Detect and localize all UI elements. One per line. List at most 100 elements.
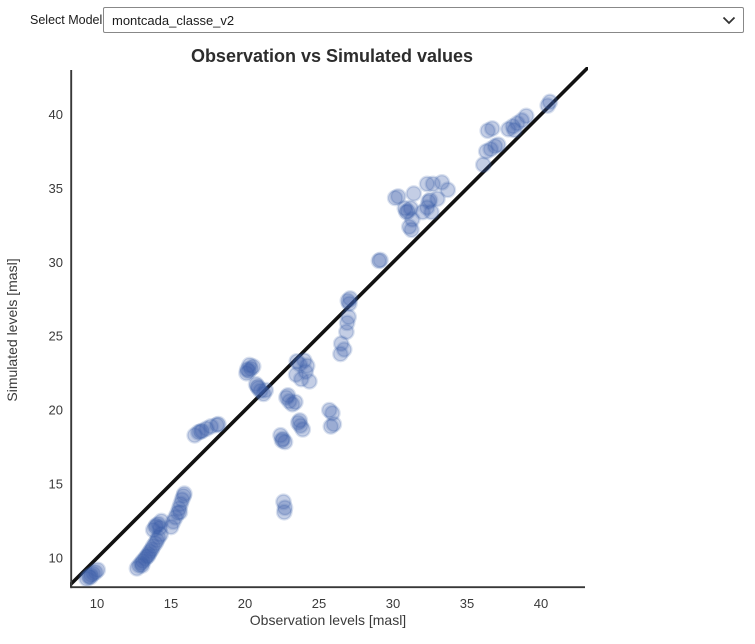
- scatter-point: [341, 290, 359, 307]
- scatter-point: [483, 120, 501, 137]
- scatter-point: [338, 323, 355, 341]
- scatter-point: [78, 570, 96, 588]
- scatter-point: [372, 251, 389, 269]
- scatter-point: [87, 563, 104, 581]
- scatter-point: [186, 426, 204, 444]
- scatter-point: [140, 545, 158, 562]
- scatter-point: [541, 93, 559, 111]
- x-tick-label: 20: [238, 596, 252, 611]
- scatter-point: [209, 415, 227, 433]
- scatter-point: [202, 418, 220, 435]
- scatter-point: [420, 193, 437, 211]
- scatter-point: [252, 382, 269, 400]
- scatter-point: [170, 500, 188, 517]
- model-selector-bar: Select Model: montcada_classe_v2: [0, 0, 755, 40]
- scatter-point: [397, 203, 415, 221]
- y-tick-label: 25: [49, 329, 63, 344]
- scatter-point: [143, 540, 161, 558]
- scatter-point: [340, 295, 358, 313]
- scatter-point: [175, 485, 193, 503]
- scatter-point: [133, 554, 150, 572]
- scatter-point: [152, 525, 170, 543]
- scatter-point: [477, 142, 495, 160]
- x-tick-label: 40: [534, 596, 548, 611]
- x-tick-label: 15: [164, 596, 178, 611]
- scatter-point: [130, 557, 148, 574]
- scatter-point: [508, 114, 526, 132]
- scatter-point: [144, 537, 162, 555]
- scatter-point: [150, 515, 167, 533]
- scatter-point: [292, 417, 309, 435]
- scatter-point: [272, 426, 289, 444]
- x-tick-label: 25: [312, 596, 326, 611]
- scatter-point: [172, 495, 190, 513]
- scatter-point: [249, 379, 267, 397]
- scatter-point: [414, 203, 432, 221]
- scatter-point: [242, 360, 260, 378]
- scatter-point: [482, 140, 500, 158]
- scatter-point: [298, 357, 316, 375]
- scatter-point: [291, 412, 309, 429]
- x-tick-label: 10: [90, 596, 104, 611]
- scatter-point: [479, 122, 497, 140]
- y-tick-label: 30: [49, 255, 63, 270]
- scatter-point: [500, 120, 517, 138]
- select-model-label: Select Model:: [30, 13, 106, 27]
- scatter-point: [386, 189, 404, 207]
- scatter-point: [370, 252, 388, 270]
- y-tick-label: 15: [49, 477, 63, 492]
- y-tick-label: 35: [49, 181, 63, 196]
- scatter-point: [474, 156, 492, 174]
- scatter-point: [244, 358, 262, 375]
- scatter-point: [274, 430, 292, 448]
- scatter-point: [332, 335, 350, 353]
- scatter-point: [276, 433, 294, 451]
- scatter-point: [281, 392, 298, 410]
- scatter-point: [279, 386, 297, 404]
- scatter-point: [278, 389, 295, 406]
- scatter-point: [193, 422, 211, 440]
- scatter-point: [189, 423, 207, 441]
- scatter-point: [141, 542, 159, 560]
- scatter-point: [288, 352, 306, 370]
- scatter-point: [152, 512, 170, 530]
- scatter-point: [289, 414, 307, 432]
- scatter-point: [400, 218, 418, 236]
- scatter-point: [139, 547, 157, 565]
- scatter-point: [175, 487, 192, 505]
- y-axis-label: Simulated levels [masl]: [4, 258, 20, 401]
- scatter-point: [291, 355, 309, 373]
- model-select[interactable]: montcada_classe_v2: [103, 7, 744, 33]
- scatter-point: [164, 513, 182, 531]
- scatter-point: [295, 352, 313, 370]
- scatter-point: [167, 508, 184, 526]
- scatter-point: [147, 534, 164, 552]
- scatter-point: [276, 499, 294, 517]
- scatter-point: [338, 314, 356, 332]
- scatter-point: [301, 372, 318, 390]
- chart-title: Observation vs Simulated values: [191, 46, 473, 66]
- scatter-point: [325, 415, 343, 433]
- scatter-point: [405, 185, 423, 202]
- scatter-point: [171, 503, 189, 521]
- scatter-point: [418, 175, 436, 193]
- scatter-point: [173, 491, 191, 509]
- scatter-point: [505, 121, 523, 139]
- scatter-point: [418, 199, 436, 216]
- tick-labels: 10 15 20 25 30 35 40 10 15 20 25 30 35 40: [49, 107, 549, 611]
- scatter-point: [238, 361, 256, 378]
- scatter-point: [424, 175, 442, 193]
- scatter-point: [138, 548, 155, 565]
- scatter-point: [275, 503, 293, 521]
- scatter-point: [247, 375, 265, 393]
- scatter-point: [134, 552, 152, 570]
- scatter-point: [323, 404, 341, 422]
- x-tick-label: 30: [386, 596, 400, 611]
- scatter-point: [275, 493, 292, 511]
- scatter-point: [335, 341, 353, 358]
- scatter-point: [162, 518, 180, 536]
- scatter-point: [273, 432, 291, 449]
